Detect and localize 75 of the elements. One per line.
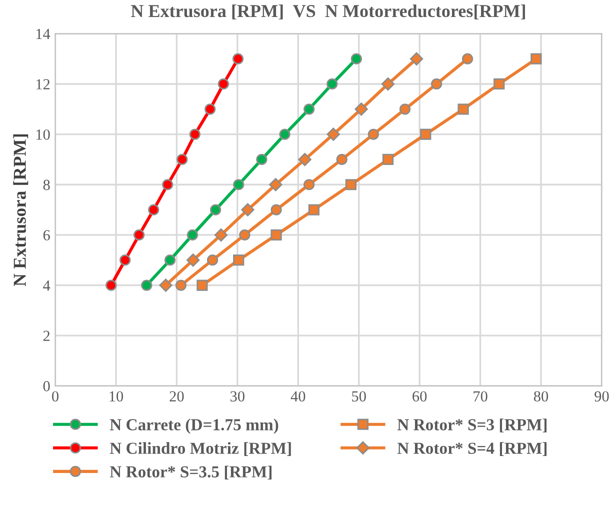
- point: [494, 78, 505, 90]
- point: [308, 204, 320, 216]
- point: [431, 78, 442, 90]
- point: [381, 77, 395, 91]
- x-tick-label: 20: [170, 391, 184, 402]
- x-tick-label: 60: [412, 391, 427, 402]
- x-tick-label: 70: [474, 391, 488, 402]
- point: [233, 254, 244, 266]
- y-tick-label: 4: [43, 280, 50, 291]
- y-tick-label: 10: [36, 129, 50, 140]
- point: [186, 254, 200, 267]
- y-tick-label: 8: [43, 180, 50, 190]
- point: [120, 254, 131, 266]
- point: [214, 228, 228, 242]
- point: [210, 204, 222, 216]
- point: [148, 204, 160, 216]
- point: [218, 78, 230, 90]
- point: [382, 154, 394, 166]
- point: [298, 152, 312, 166]
- point: [175, 280, 186, 291]
- x-tick-label: 80: [534, 391, 548, 402]
- point: [410, 52, 424, 66]
- point: [269, 178, 282, 192]
- point: [350, 53, 362, 64]
- y-axis-title: N Extrusora [RPM]: [13, 134, 28, 286]
- point: [189, 128, 200, 140]
- point: [462, 53, 474, 64]
- point: [186, 229, 198, 241]
- point: [162, 179, 174, 190]
- point: [326, 78, 338, 90]
- x-tick-label: 30: [230, 391, 244, 402]
- point: [239, 229, 250, 241]
- y-tick-label: 2: [43, 330, 50, 341]
- x-tick-label: 0: [52, 391, 58, 402]
- point: [336, 154, 348, 166]
- y-tick-label: 0: [43, 381, 50, 392]
- point: [206, 254, 218, 266]
- point: [326, 128, 340, 141]
- x-tick-label: 90: [594, 391, 609, 402]
- point: [345, 179, 357, 190]
- legend-label: N Carrete (D=1.75 mm): [110, 418, 278, 434]
- point: [159, 278, 172, 292]
- point: [164, 254, 176, 266]
- point: [196, 280, 208, 291]
- point: [176, 154, 188, 166]
- point: [458, 104, 469, 115]
- point: [133, 229, 145, 241]
- point: [530, 53, 542, 64]
- legend-label: N Rotor* S=3.5 [RPM]: [110, 466, 272, 480]
- point: [304, 179, 315, 190]
- point: [141, 280, 152, 291]
- point: [420, 128, 432, 140]
- y-tick-label: 14: [36, 28, 50, 39]
- point: [232, 53, 244, 64]
- legend-label: N Rotor* S=4 [RPM]: [397, 442, 547, 456]
- point: [304, 104, 315, 115]
- legend-label: N Cilindro Motriz [RPM]: [110, 442, 291, 456]
- y-tick-label: 6: [43, 230, 50, 240]
- y-tick-label: 12: [36, 79, 50, 90]
- point: [270, 229, 282, 241]
- point: [233, 179, 244, 190]
- point: [256, 154, 268, 166]
- chart-title: N Extrusora [RPM] VS N Motorreductores[RPM]: [131, 4, 525, 20]
- point: [204, 104, 216, 115]
- x-tick-label: 40: [290, 391, 306, 402]
- x-tick-label: 50: [352, 391, 366, 402]
- point: [270, 204, 282, 216]
- point: [106, 280, 117, 291]
- point: [368, 128, 379, 140]
- x-tick-label: 10: [110, 391, 124, 402]
- point: [354, 102, 368, 116]
- legend-label: N Rotor* S=3 [RPM]: [397, 418, 547, 432]
- point: [399, 104, 411, 115]
- point: [241, 203, 254, 216]
- point: [279, 128, 290, 140]
